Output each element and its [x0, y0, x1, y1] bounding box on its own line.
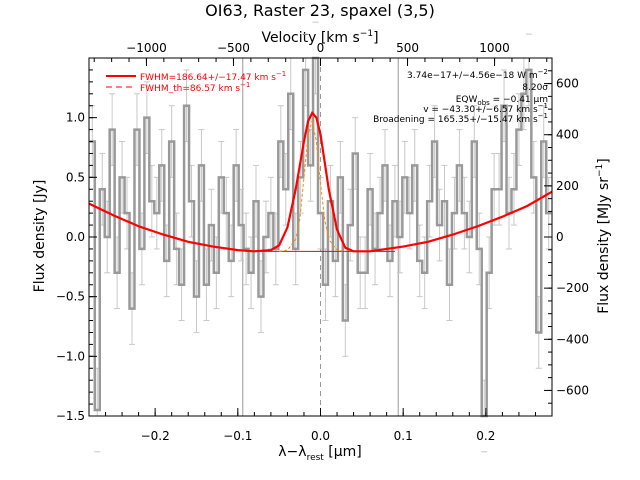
- top-tick-label: 1000: [479, 41, 510, 55]
- data-step-line: [89, 56, 552, 418]
- left-tick-label: 1.0: [66, 111, 85, 125]
- right-tick-label: 400: [556, 128, 579, 142]
- left-tick-label: −1.0: [56, 349, 85, 363]
- left-tick-label: 0.5: [66, 170, 85, 184]
- tick-marks: −0.2 −0.1 0.0 0.1 0.2 −1.5 −1.0 −0.5 0.0 0.5 1.0 −1…: [56, 41, 589, 443]
- left-tick-label: 0.0: [66, 230, 85, 244]
- bottom-tick-label: 0.2: [476, 429, 495, 443]
- top-tick-label: −500: [217, 41, 250, 55]
- legend-entry-fwhm: FWHM=186.64+/−17.47 km s−1: [140, 70, 286, 83]
- top-tick-label: 500: [396, 41, 419, 55]
- total-fit-curve: [88, 110, 553, 253]
- chart-title: OI63, Raster 23, spaxel (3,5): [205, 1, 435, 20]
- right-tick-label: 200: [556, 179, 579, 193]
- left-tick-label: −0.5: [56, 290, 85, 304]
- bottom-axis-label: λ−λrest [μm]: [278, 444, 362, 463]
- bottom-tick-label: −0.2: [141, 429, 170, 443]
- bottom-tick-label: 0.0: [311, 429, 330, 443]
- right-tick-label: −200: [556, 281, 589, 295]
- annotation-eqw: EQWobs = −0.41 μm: [456, 95, 548, 107]
- top-axis-label: Velocity [km s−1]: [261, 29, 378, 46]
- right-tick-label: 0: [556, 230, 564, 244]
- left-axis-label: Flux density [Jy]: [32, 180, 48, 293]
- thermal-fit-curve: [279, 119, 346, 252]
- annotation-broadening: Broadening = 165.35+/−15.47 km s−1: [373, 112, 548, 125]
- annotation-sigma: 8.20σ: [522, 83, 548, 93]
- bottom-tick-label: 0.1: [394, 429, 413, 443]
- right-tick-label: −600: [556, 383, 589, 397]
- annotation-velocity: v = −43.30+/−6.57 km s−1: [423, 102, 548, 115]
- legend-entry-fwhm-th: FWHM_th=86.57 km s−1: [140, 81, 250, 94]
- annotation-flux: 3.74e−17+/−4.56e−18 W m−2: [407, 68, 548, 81]
- fit-curves: [88, 110, 553, 253]
- right-tick-label: −400: [556, 332, 589, 346]
- fit-annotations: 3.74e−17+/−4.56e−18 W m−2 8.20σ EQWobs =…: [373, 68, 548, 125]
- right-axis-label: Flux density [MJy sr−1]: [595, 158, 612, 314]
- legend: FWHM=186.64+/−17.47 km s−1 FWHM_th=86.57…: [106, 70, 286, 94]
- top-tick-label: −1000: [126, 41, 167, 55]
- left-tick-label: −1.5: [56, 409, 85, 423]
- right-tick-label: 600: [556, 77, 579, 91]
- bottom-tick-label: −0.1: [223, 429, 252, 443]
- top-tick-label: 0: [317, 41, 325, 55]
